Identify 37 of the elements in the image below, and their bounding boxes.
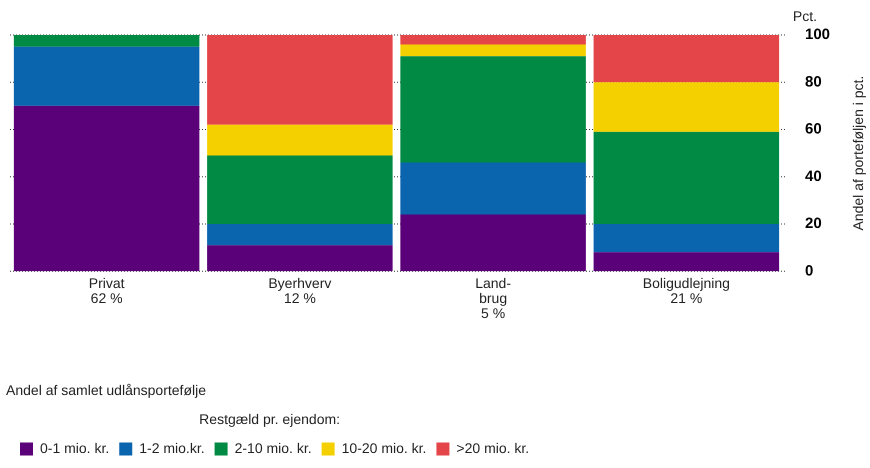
bar [400,56,586,163]
y-tick-label: 20 [804,215,822,232]
bar [594,132,780,224]
y-tick-label: 100 [804,26,830,44]
x-tick-label: Land- brug 5 % [475,275,512,322]
bar [400,44,586,56]
x-tick-label: Byerhverv 12 % [268,275,332,306]
legend-label: 2-10 mio. kr. [234,440,312,456]
x-tick-label: Boligudlejning 21 % [642,275,730,306]
y-tick-label: 80 [804,73,822,90]
text: Andel af samlet udlånsportefølje [6,382,206,398]
bar [14,46,200,106]
bar [400,214,586,272]
legend-title: Restgæld pr. ejendom: [199,411,340,428]
text: Pct. [792,8,818,24]
legend-label: 10-20 mio. kr. [342,440,426,456]
bar [14,35,200,47]
y-axis-title: Andel af porteføljen i pct. [850,76,866,231]
y-tick-label: 40 [804,168,822,185]
y-tick-label: 60 [804,120,822,138]
bar [594,224,780,252]
bar [400,162,586,215]
bar [207,155,393,224]
bar [594,252,780,272]
bar [207,35,393,125]
bar [400,35,586,44]
x-tick-label: Privat 62 % [88,275,125,306]
bar [207,245,393,272]
legend-label: 1-2 mio.kr. [139,440,205,456]
legend-label: 0-1 mio. kr. [40,440,110,456]
bar [594,35,780,82]
bar [14,106,200,272]
bar [594,82,780,132]
bar [207,224,393,246]
legend-label: >20 mio. kr. [456,440,530,456]
y-tick-label: 0 [804,262,814,280]
bar [207,124,393,156]
